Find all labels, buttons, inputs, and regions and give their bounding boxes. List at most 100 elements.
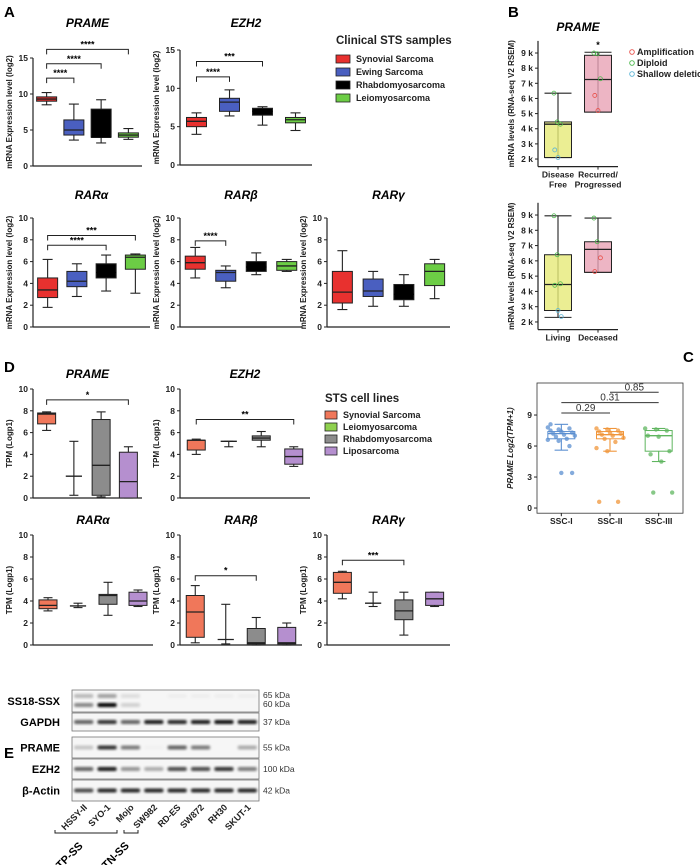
legend-swatch xyxy=(324,434,338,444)
y-tick-label: 8 k xyxy=(521,63,533,73)
protein-band xyxy=(190,788,211,793)
y-axis-label: TPM (Logp1) xyxy=(152,565,161,614)
box-2 xyxy=(246,616,266,646)
significance-bracket: **** xyxy=(47,235,107,251)
significance-bracket: *** xyxy=(47,225,136,241)
data-point xyxy=(664,428,669,433)
y-tick-label: 4 k xyxy=(521,124,533,134)
bracket-line xyxy=(194,240,227,246)
data-point xyxy=(621,435,626,440)
blot-membrane xyxy=(71,736,260,759)
lane-label: SW982 xyxy=(131,802,159,830)
data-point xyxy=(552,282,558,288)
data-point xyxy=(656,434,661,439)
x-tick-label: SSC-III xyxy=(645,516,672,526)
box-0 xyxy=(37,258,59,308)
box-3 xyxy=(285,112,306,132)
data-point xyxy=(667,449,672,454)
y-tick-label: 4 xyxy=(23,596,28,606)
box-iqr xyxy=(215,269,237,282)
significance-bracket: 0.31 xyxy=(561,393,659,404)
y-tick-label: 10 xyxy=(19,89,29,99)
legend-marker xyxy=(629,60,635,66)
y-tick-label: 0 xyxy=(23,322,28,332)
blot-row-gapdh: GAPDH 37 kDa xyxy=(20,712,290,732)
chart-a-rarg: 0 2 4 6 8 10 RARγ mRNA Expression level (log2) xyxy=(299,188,450,332)
y-tick-label: 6 xyxy=(317,257,322,267)
protein-band xyxy=(97,788,117,793)
data-point xyxy=(572,433,578,438)
chart-title: RARγ xyxy=(372,513,406,527)
significance-label: **** xyxy=(203,231,218,241)
y-tick-label: 4 xyxy=(317,596,322,606)
legend-marker xyxy=(629,71,635,77)
chart-title: RARα xyxy=(75,188,109,202)
data-point xyxy=(567,443,572,449)
chart-a-rara: 0 2 4 6 8 10 RARα mRNA Expression level (log2) *… xyxy=(5,188,150,332)
data-point xyxy=(607,430,613,435)
chart-a-rarb: 0 2 4 6 8 10 RARβ mRNA Expression level (log2) *… xyxy=(152,188,302,332)
y-axis-label: mRNA Expression level (log2) xyxy=(5,215,14,329)
data-point xyxy=(558,281,563,287)
legend-swatch xyxy=(324,446,338,456)
x-tick-label: Progressed xyxy=(575,180,622,190)
protein-band xyxy=(144,767,164,771)
y-tick-label: 10 xyxy=(166,83,176,93)
panel-letter-A: A xyxy=(4,4,15,21)
panel-letter-B: B xyxy=(508,4,519,21)
y-tick-label: 0 xyxy=(170,322,175,332)
chart-d-rara: 0 2 4 6 8 10 RARα TPM (Logp1) xyxy=(5,513,153,650)
box-0 xyxy=(37,411,57,431)
significance-label: ** xyxy=(241,410,249,420)
box-iqr xyxy=(584,54,612,113)
y-tick-label: 0 xyxy=(170,493,175,503)
lane-label: SKUT-1 xyxy=(223,802,253,832)
group-label: TN-SS xyxy=(100,840,132,865)
bracket-line xyxy=(196,76,230,82)
lane-label: SW872 xyxy=(178,802,206,830)
y-tick-label: 9 k xyxy=(521,48,533,58)
y-tick-label: 8 xyxy=(23,235,28,245)
box-iqr xyxy=(331,270,353,304)
protein-band xyxy=(97,703,117,707)
legend-swatch xyxy=(335,93,351,103)
legend-swatch xyxy=(324,422,338,432)
box-1 xyxy=(69,602,87,609)
significance-bracket: **** xyxy=(46,39,129,55)
data-point xyxy=(545,437,551,443)
data-point xyxy=(598,76,603,82)
x-tick-label: Recurred/ xyxy=(578,170,618,180)
y-axis-label: mRNA Expression level (log2) xyxy=(152,215,161,329)
protein-band xyxy=(144,788,164,793)
y-tick-label: 2 k xyxy=(521,154,533,164)
molecular-weight-label: 65 kDa xyxy=(263,690,290,700)
box-2 xyxy=(644,427,673,463)
significance-bracket: * xyxy=(194,566,257,581)
protein-band xyxy=(190,745,211,750)
blot-row-ezh2: EZH2 100 kDa xyxy=(32,758,295,780)
protein-label: EZH2 xyxy=(32,764,60,776)
box-1 xyxy=(63,103,85,141)
p-value-label: 0.31 xyxy=(600,393,620,404)
y-axis-label: mRNA levels (RNA-seq V2 RSEM) xyxy=(507,40,516,168)
data-point xyxy=(594,239,600,245)
y-axis-label: TPM (Logp1) xyxy=(5,419,14,468)
significance-label: **** xyxy=(70,235,85,245)
lane-label: HSSY-II xyxy=(59,802,89,832)
protein-band xyxy=(120,767,141,771)
box-1 xyxy=(219,89,240,117)
y-tick-label: 3 k xyxy=(521,139,533,149)
y-tick-label: 8 xyxy=(170,235,175,245)
blot-membrane xyxy=(71,712,260,732)
box-1 xyxy=(584,217,612,273)
chart-title: RARβ xyxy=(224,513,258,527)
legend-label: Amplification xyxy=(637,47,694,57)
protein-band xyxy=(74,745,94,750)
data-point xyxy=(567,426,572,431)
legend-title: Clinical STS samples xyxy=(336,35,452,47)
data-point xyxy=(591,215,597,221)
y-tick-label: 2 xyxy=(23,300,28,310)
legend-label: Shallow deletion xyxy=(637,69,700,79)
